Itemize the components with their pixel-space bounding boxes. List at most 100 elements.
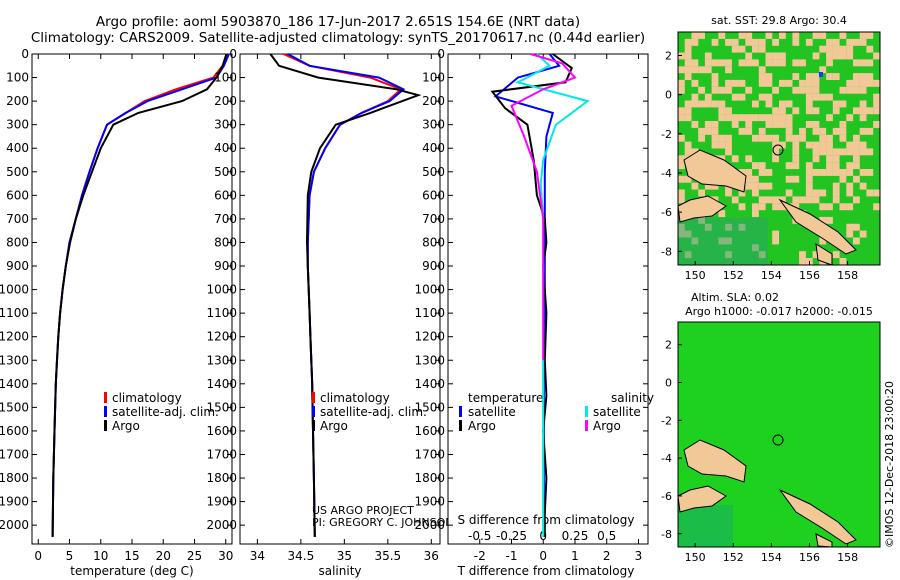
cloud-cell [846, 169, 854, 176]
legend-entry-temperature: Argo [468, 419, 496, 433]
map-y-tick-label: 2 [665, 49, 672, 62]
cloud-cell [832, 100, 840, 108]
cloud-cell [792, 38, 800, 46]
cloud-cell [853, 86, 860, 94]
depth-tick-label: 800 [422, 235, 445, 249]
cloud-cell [684, 52, 692, 60]
cloud-cell [859, 182, 867, 190]
cloud-cell [846, 45, 854, 53]
cloud-cell [711, 38, 719, 46]
cloud-cell [853, 73, 860, 80]
map-y-tick-label: 0 [665, 377, 672, 390]
sla-map-float-position [772, 434, 784, 446]
depth-tick-label: 1900 [206, 495, 237, 509]
cloud-cell [731, 79, 739, 87]
depth-tick-label: 300 [422, 118, 445, 132]
cloud-cell [805, 196, 813, 204]
depth-tick-label: 500 [214, 165, 237, 179]
t-difference-x-label: T difference from climatology [457, 564, 635, 578]
cloud-cell [725, 66, 732, 74]
cloud-cell [718, 32, 726, 39]
cloud-cell [779, 100, 786, 108]
legend-entry-salinity: Argo [593, 419, 621, 433]
legend-entry: Argo [112, 419, 140, 433]
cloud-cell [792, 32, 800, 39]
cloud-cell [859, 141, 867, 149]
legend-swatch [312, 392, 315, 403]
depth-tick-label: 1000 [0, 283, 29, 297]
map-x-tick-label: 154 [761, 269, 782, 282]
cloud-cell [812, 52, 820, 60]
sla-map-frame [677, 321, 881, 548]
cloud-cell [765, 100, 773, 108]
depth-tick-label: 1100 [414, 306, 445, 320]
cloud-cell [792, 59, 800, 67]
cloud-cell [704, 59, 712, 67]
temperature-x-label: temperature (deg C) [70, 564, 193, 578]
cloud-cell [684, 148, 692, 156]
cloud-cell [752, 189, 759, 197]
cloud-cell [873, 93, 880, 101]
cloud-cell [819, 189, 827, 197]
temperature-panel: temperature (deg C) 01002003004005006007… [0, 47, 233, 578]
cloud-cell [684, 38, 692, 46]
depth-tick-label: 1600 [0, 424, 29, 438]
cloud-cell [691, 182, 699, 190]
cloud-cell [866, 189, 874, 197]
cloud-cell [839, 134, 847, 142]
cloud-cell [711, 182, 719, 190]
cloud-cell [691, 59, 699, 67]
sst-map-panel: sat. SST: 29.8 Argo: 30.4 150 152 154 156 15… [661, 14, 881, 282]
depth-tick-label: 600 [6, 188, 29, 202]
cloud-cell [772, 237, 779, 245]
cloud-cell [678, 155, 685, 163]
cloud-cell [785, 79, 793, 87]
project-annotation-line-2: PI: GREGORY C. JOHNSON [312, 516, 453, 529]
cloud-cell [738, 203, 746, 211]
map-x-tick-label: 156 [799, 269, 820, 282]
cloud-cell [805, 86, 813, 94]
depth-tick-label: 1400 [0, 377, 29, 391]
cloud-cell [731, 114, 739, 122]
depth-tick-label: 1000 [414, 283, 445, 297]
cloud-cell [684, 73, 692, 80]
legend-temperature-title: temperature [468, 391, 543, 405]
cloud-cell [711, 73, 719, 80]
cloud-cell [731, 38, 739, 46]
cloud-cell [725, 148, 732, 156]
cloud-cell [873, 79, 880, 87]
cloud-cell [873, 52, 880, 60]
cloud-cell [698, 134, 705, 142]
cloud-cell [859, 86, 867, 94]
cloud-cell [799, 258, 806, 265]
cloud-cell [684, 141, 692, 149]
cloud-cell [752, 114, 759, 122]
cloud-cell [853, 38, 860, 46]
depth-tick-label: 1600 [414, 424, 445, 438]
cloud-cell [684, 114, 692, 122]
cloud-cell [704, 52, 712, 60]
cloud-cell [859, 169, 867, 176]
depth-tick-label: 200 [422, 94, 445, 108]
cloud-cell [711, 79, 719, 87]
cloud-cell [873, 100, 880, 108]
cloud-cell [691, 93, 699, 101]
cloud-cell [785, 189, 793, 197]
cloud-cell [832, 155, 840, 163]
depth-tick-label: 100 [214, 71, 237, 85]
legend-swatch [459, 406, 462, 417]
cloud-cell [792, 73, 800, 80]
cloud-cell [765, 93, 773, 101]
legend-salinity-title: salinity [611, 391, 654, 405]
cloud-cell [718, 86, 726, 94]
depth-tick-label: 2000 [0, 518, 29, 532]
cloud-cell [725, 134, 732, 142]
cloud-cell [772, 114, 779, 122]
cloud-cell [839, 175, 847, 183]
cloud-cell [738, 59, 746, 67]
cloud-cell [846, 52, 854, 60]
sla-map-low-region [678, 505, 733, 547]
series-line-salinity-satellite [515, 53, 590, 537]
depth-tick-label: 1900 [0, 495, 29, 509]
